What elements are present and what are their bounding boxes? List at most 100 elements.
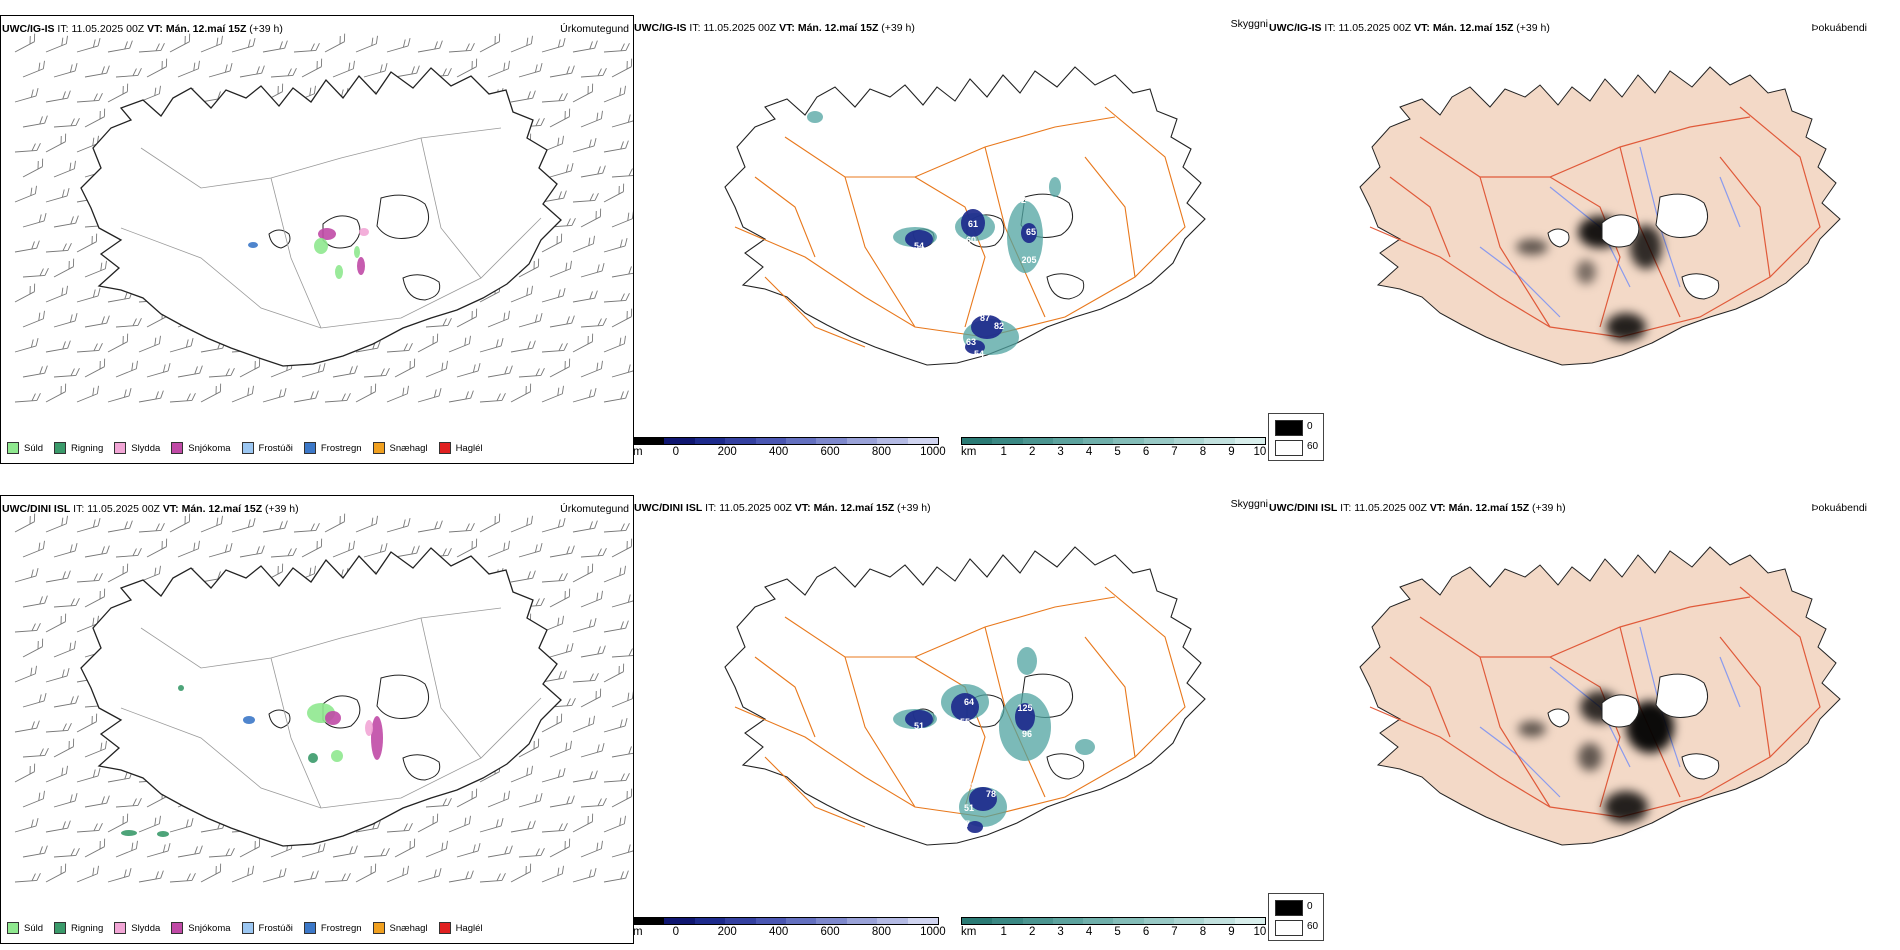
colorbar-tick: 10 — [1253, 446, 1267, 458]
colorbar-unit: m — [633, 446, 643, 458]
legend-item: Slydda — [114, 442, 160, 454]
colorbar-tick: 0 — [672, 446, 680, 458]
legend-item: Snæhagl — [372, 442, 428, 454]
panel-title: UWC/DINI ISL IT: 11.05.2025 00Z VT: Mán.… — [1269, 502, 1566, 514]
precip-legend: Súld Rigning Slydda Snjókoma Frostúði Frostre… — [7, 442, 483, 454]
fog-legend: 0 60 — [1268, 893, 1324, 941]
colorbar-cell — [816, 918, 847, 924]
colorbar-cell — [664, 918, 695, 924]
legend-label: Súld — [24, 922, 44, 934]
legend-item: Súld — [7, 442, 43, 454]
colorbar-unit: m — [633, 926, 643, 938]
fog-legend: 0 60 — [1268, 413, 1324, 461]
colorbar-tick: 5 — [1114, 926, 1121, 938]
legend-label: Haglél — [455, 922, 483, 934]
colorbar-tick: 800 — [871, 446, 892, 458]
colorbar-unit: km — [961, 446, 977, 458]
legend-swatch — [438, 442, 451, 454]
colorbar-tick: 200 — [717, 446, 737, 458]
colorbar-cell — [962, 918, 993, 924]
legend-swatch — [372, 922, 385, 934]
legend-swatch — [114, 922, 127, 934]
visibility-colorbar: 1 2 3 4 5 6 7 8 9 10 km — [961, 917, 1266, 938]
legend-item: Súld — [7, 922, 43, 934]
colorbar-cell — [694, 918, 726, 924]
panel-title: UWC/IG-IS IT: 11.05.2025 00Z VT: Mán. 12… — [1269, 22, 1550, 34]
visibility-panel-2: 51 64 55 125 96 59 78 51 47 UWC/DINI ISL IT: 11.… — [633, 495, 1268, 942]
legend-item: Rigning — [54, 922, 103, 934]
colorbar-cell — [725, 438, 756, 444]
colorbar-cell — [634, 438, 665, 444]
fog-legend-swatch — [1275, 420, 1303, 436]
colorbar-unit: km — [961, 926, 977, 938]
legend-item: Snjókoma — [171, 922, 231, 934]
legend-swatch — [171, 442, 184, 454]
panel-name: Úrkomutegund — [560, 503, 629, 515]
colorbar-cell — [1174, 918, 1205, 924]
colorbar-tick: 6 — [1142, 926, 1150, 938]
legend-label: Rigning — [71, 442, 104, 454]
visibility-colorbar: 1 2 3 4 5 6 7 8 9 10 km — [961, 437, 1266, 458]
cloud-base-label: 96 — [1022, 729, 1032, 739]
panel-name: Skyggni — [1230, 18, 1268, 30]
colorbar-tick: 8 — [1199, 926, 1207, 938]
legend-label: Frostúði — [258, 442, 293, 454]
cloud-base-label: 47 — [960, 819, 970, 829]
legend-label: Slydda — [131, 922, 161, 934]
legend-swatch — [303, 922, 316, 934]
cloud-base-label: 61 — [968, 219, 978, 229]
colorbar-cell — [1022, 438, 1053, 444]
panel-title: UWC/DINI ISL IT: 11.05.2025 00Z VT: Mán.… — [634, 502, 931, 514]
iceland-precip-map — [14, 513, 633, 883]
legend-item: Frostregn — [303, 922, 362, 934]
panel-title: UWC/IG-IS IT: 11.05.2025 00Z VT: Mán. 12… — [634, 22, 915, 34]
cloud-base-label: 64 — [964, 697, 974, 707]
colorbar-cell — [694, 438, 726, 444]
legend-label: Slydda — [131, 442, 161, 454]
precip-type-panel-2: UWC/DINI ISL IT: 11.05.2025 00Z VT: Mán.… — [0, 495, 634, 944]
legend-item: Snjókoma — [171, 442, 231, 454]
colorbar-tick: 2 — [1028, 446, 1036, 458]
colorbar-tick: 800 — [871, 926, 892, 938]
colorbar-tick: 7 — [1171, 446, 1178, 458]
colorbar-cell — [877, 438, 908, 444]
colorbar-cell — [907, 918, 939, 924]
colorbar-tick: 1000 — [920, 926, 946, 938]
cloud-base-label: 55 — [960, 717, 970, 727]
fog-legend-label: 0 — [1307, 901, 1313, 912]
panel-title: UWC/DINI ISL IT: 11.05.2025 00Z VT: Mán.… — [2, 503, 299, 515]
colorbar-cell — [992, 438, 1023, 444]
colorbar-cell — [1113, 438, 1144, 444]
colorbar-tick: 6 — [1142, 446, 1150, 458]
cloud-base-label: 65 — [1026, 227, 1036, 237]
colorbar-tick: 7 — [1171, 926, 1178, 938]
legend-swatch — [114, 442, 127, 454]
cloud-base-label: 87 — [980, 313, 990, 323]
fog-panel-2: UWC/DINI ISL IT: 11.05.2025 00Z VT: Mán.… — [1268, 495, 1900, 942]
iceland-precip-map — [14, 33, 633, 403]
panel-title: UWC/IG-IS IT: 11.05.2025 00Z VT: Mán. 12… — [2, 23, 283, 35]
colorbar-cell — [1113, 918, 1144, 924]
colorbar-tick: 200 — [717, 926, 737, 938]
colorbar-cell — [1052, 438, 1084, 444]
colorbar-cell — [786, 918, 817, 924]
iceland-fog-map — [1359, 66, 1841, 366]
legend-label: Súld — [24, 442, 44, 454]
colorbar-tick: 9 — [1228, 926, 1235, 938]
visibility-panel-1: 54 61 60 62 65 205 87 82 63 56 54 UWC/IG-IS IT: 11… — [633, 15, 1268, 462]
cloud-base-label: 63 — [966, 337, 976, 347]
legend-swatch — [241, 442, 254, 454]
panel-name: Þokuábendi — [1811, 502, 1867, 514]
legend-swatch — [241, 922, 254, 934]
colorbar-cell — [1174, 438, 1205, 444]
precip-legend: Súld Rigning Slydda Snjókoma Frostúði Frostre… — [7, 922, 483, 934]
colorbar-cell — [1083, 918, 1114, 924]
legend-item: Frostúði — [241, 922, 293, 934]
colorbar-tick: 4 — [1085, 926, 1093, 938]
fog-legend-label: 60 — [1307, 441, 1319, 452]
colorbar-cell — [816, 438, 847, 444]
cloud-base-label: 56 — [956, 347, 966, 357]
legend-swatch — [438, 922, 451, 934]
cloud-base-label: 59 — [966, 781, 976, 791]
